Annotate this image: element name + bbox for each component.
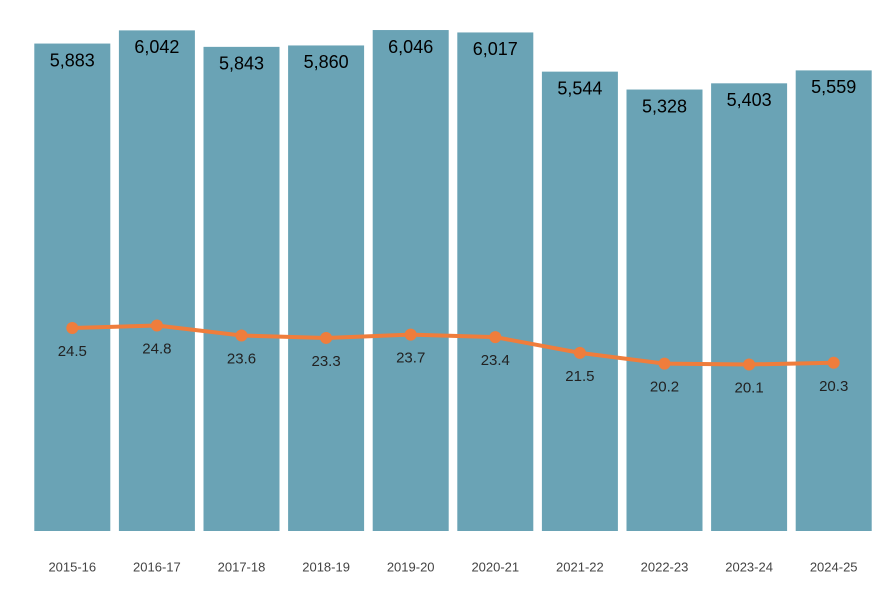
bar	[457, 32, 534, 531]
bar	[541, 71, 618, 531]
line-value-label: 24.5	[58, 343, 87, 360]
x-tick-label: 2017-18	[218, 559, 266, 574]
bar-value-label: 5,860	[304, 52, 349, 72]
bar	[795, 70, 872, 531]
bar	[372, 30, 449, 531]
x-tick-label: 2023-24	[725, 559, 773, 574]
x-tick-label: 2024-25	[810, 559, 858, 574]
bar-value-label: 5,544	[557, 78, 602, 98]
x-tick-label: 2016-17	[133, 559, 181, 574]
bar-value-label: 5,328	[642, 96, 687, 116]
bar	[203, 46, 280, 531]
line-point	[573, 346, 586, 359]
line-point	[66, 322, 79, 334]
line-value-label: 20.3	[819, 378, 848, 395]
line-point	[827, 356, 840, 369]
bar	[711, 83, 788, 531]
line-value-label: 20.1	[734, 379, 763, 396]
line-point	[404, 328, 417, 341]
line-point	[235, 329, 248, 342]
line-value-label: 23.3	[311, 353, 340, 370]
bar	[626, 89, 703, 531]
bar	[288, 45, 365, 531]
x-tick-label: 2021-22	[556, 559, 604, 574]
line-value-label: 23.7	[396, 350, 425, 367]
x-tick-label: 2020-21	[471, 559, 519, 574]
x-tick-label: 2018-19	[302, 559, 350, 574]
bar-value-label: 5,559	[811, 77, 856, 97]
line-value-label: 24.8	[142, 340, 171, 357]
bar	[118, 30, 195, 532]
bar-value-label: 5,403	[727, 90, 772, 110]
bar-value-label: 6,042	[134, 37, 179, 57]
x-tick-label: 2022-23	[641, 559, 689, 574]
line	[72, 323, 834, 367]
line-point	[743, 358, 756, 371]
line-point	[658, 357, 671, 370]
bar-value-label: 5,843	[219, 54, 264, 74]
x-tick-label: 2015-16	[48, 559, 96, 574]
bar-value-label: 6,046	[388, 37, 433, 57]
line-point	[150, 319, 163, 332]
bar-value-label: 5,883	[50, 50, 95, 70]
line-value-label: 23.6	[227, 350, 256, 367]
bar-value-label: 6,017	[473, 39, 518, 59]
line-point	[489, 331, 502, 344]
bar	[34, 43, 111, 532]
line-value-label: 23.4	[481, 352, 510, 369]
line-value-label: 21.5	[565, 368, 594, 385]
line-value-label: 20.2	[650, 379, 679, 396]
x-tick-label: 2019-20	[387, 559, 435, 574]
line-point	[320, 331, 333, 344]
